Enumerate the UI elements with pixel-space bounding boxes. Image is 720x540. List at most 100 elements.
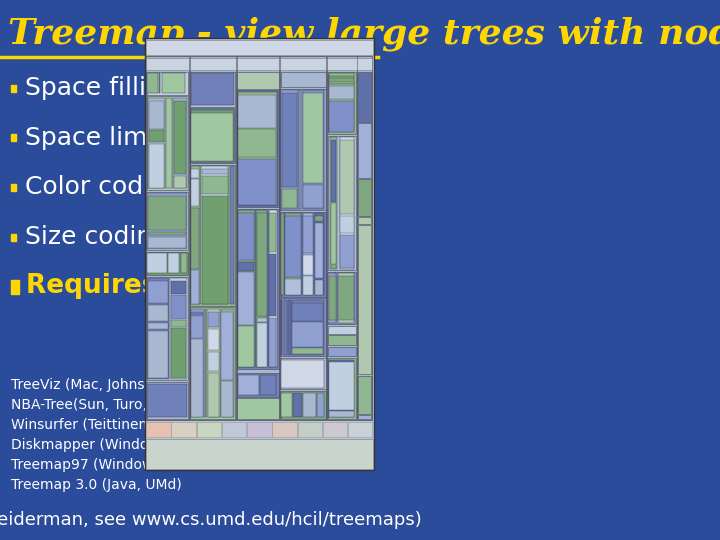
Bar [146, 439, 373, 469]
Bar [12, 184, 17, 191]
Text: Winsurfer (Teittinen, 1996): Winsurfer (Teittinen, 1996) [12, 418, 197, 432]
Text: Space filling: Space filling [24, 76, 177, 100]
Bar [280, 58, 326, 70]
Bar [171, 320, 186, 327]
Bar [197, 422, 221, 437]
Bar [12, 85, 17, 92]
Bar [238, 375, 259, 395]
Bar [238, 72, 279, 89]
Bar [191, 340, 203, 417]
Text: Color coding: Color coding [24, 176, 181, 199]
Bar [256, 323, 266, 367]
Bar [208, 312, 219, 327]
Bar [221, 381, 233, 417]
Bar [297, 422, 322, 437]
Bar [357, 56, 372, 420]
Bar [358, 124, 371, 178]
Bar [161, 73, 185, 93]
Bar [205, 309, 206, 417]
Bar [238, 272, 254, 325]
Bar [329, 81, 354, 84]
Bar [238, 398, 279, 419]
Bar [303, 255, 312, 274]
Bar [191, 316, 203, 338]
Bar [174, 100, 186, 174]
Bar [348, 422, 372, 437]
Bar [281, 358, 325, 389]
Bar [340, 140, 354, 214]
Bar [315, 213, 324, 295]
Bar [330, 204, 336, 264]
Bar [145, 38, 374, 470]
Bar [280, 56, 326, 420]
Bar [281, 299, 325, 356]
Bar [329, 362, 354, 410]
Bar [292, 348, 323, 354]
Bar [189, 56, 236, 420]
Bar [238, 130, 276, 157]
Bar [171, 295, 186, 319]
Bar [329, 100, 354, 132]
Bar [328, 72, 356, 134]
Bar [238, 210, 255, 367]
Bar [207, 309, 220, 417]
Bar [282, 91, 298, 208]
Bar [328, 326, 356, 334]
Bar [238, 208, 279, 369]
Bar [148, 253, 167, 273]
Bar [191, 271, 199, 303]
Bar [282, 360, 324, 388]
Bar [147, 252, 188, 275]
Bar [146, 422, 171, 437]
Text: Diskmapper (Windows, Micrologic): Diskmapper (Windows, Micrologic) [12, 438, 251, 452]
Text: Treemap97 (Windows, UMd): Treemap97 (Windows, UMd) [12, 458, 206, 472]
Bar [358, 376, 371, 414]
Bar [328, 272, 356, 325]
Bar [238, 90, 279, 207]
Bar [302, 91, 324, 208]
Bar [237, 56, 279, 420]
Bar [208, 352, 219, 372]
Bar [357, 58, 372, 70]
Bar [303, 276, 312, 295]
Bar [340, 137, 354, 268]
Bar [318, 393, 324, 417]
Bar [238, 213, 254, 260]
Text: Treemap 3.0 (Java, UMd): Treemap 3.0 (Java, UMd) [12, 478, 182, 492]
Bar [181, 253, 186, 273]
Text: Space limited: Space limited [24, 126, 195, 150]
Bar [190, 72, 235, 106]
Bar [191, 113, 233, 161]
Bar [358, 72, 371, 122]
Bar [174, 98, 186, 188]
Bar [292, 322, 323, 347]
Bar [238, 373, 279, 396]
Bar [148, 98, 165, 188]
Bar [171, 422, 196, 437]
Text: TreeViz (Mac, Johnson, 1992): TreeViz (Mac, Johnson, 1992) [12, 378, 212, 392]
Bar [338, 273, 354, 323]
Bar [330, 265, 336, 268]
Bar [328, 358, 356, 419]
Bar [168, 253, 179, 273]
Bar [148, 73, 158, 93]
Text: Requires learning: Requires learning [26, 273, 289, 299]
Bar [315, 216, 323, 221]
Text: Treemap - view large trees with node values: Treemap - view large trees with node val… [7, 16, 720, 51]
Bar [222, 422, 246, 437]
Bar [166, 98, 172, 188]
Bar [358, 179, 371, 215]
Bar [202, 176, 228, 194]
Bar [284, 300, 287, 355]
Bar [147, 96, 188, 190]
Bar [191, 166, 200, 304]
Bar [330, 137, 337, 268]
Bar [191, 208, 199, 269]
Bar [272, 422, 297, 437]
Bar [285, 216, 301, 277]
Bar [191, 110, 234, 161]
Bar [148, 305, 168, 321]
Bar [189, 58, 236, 70]
Text: (Shneiderman, see www.cs.umd.edu/hcil/treemaps): (Shneiderman, see www.cs.umd.edu/hcil/tr… [0, 511, 422, 529]
Bar [282, 213, 284, 295]
